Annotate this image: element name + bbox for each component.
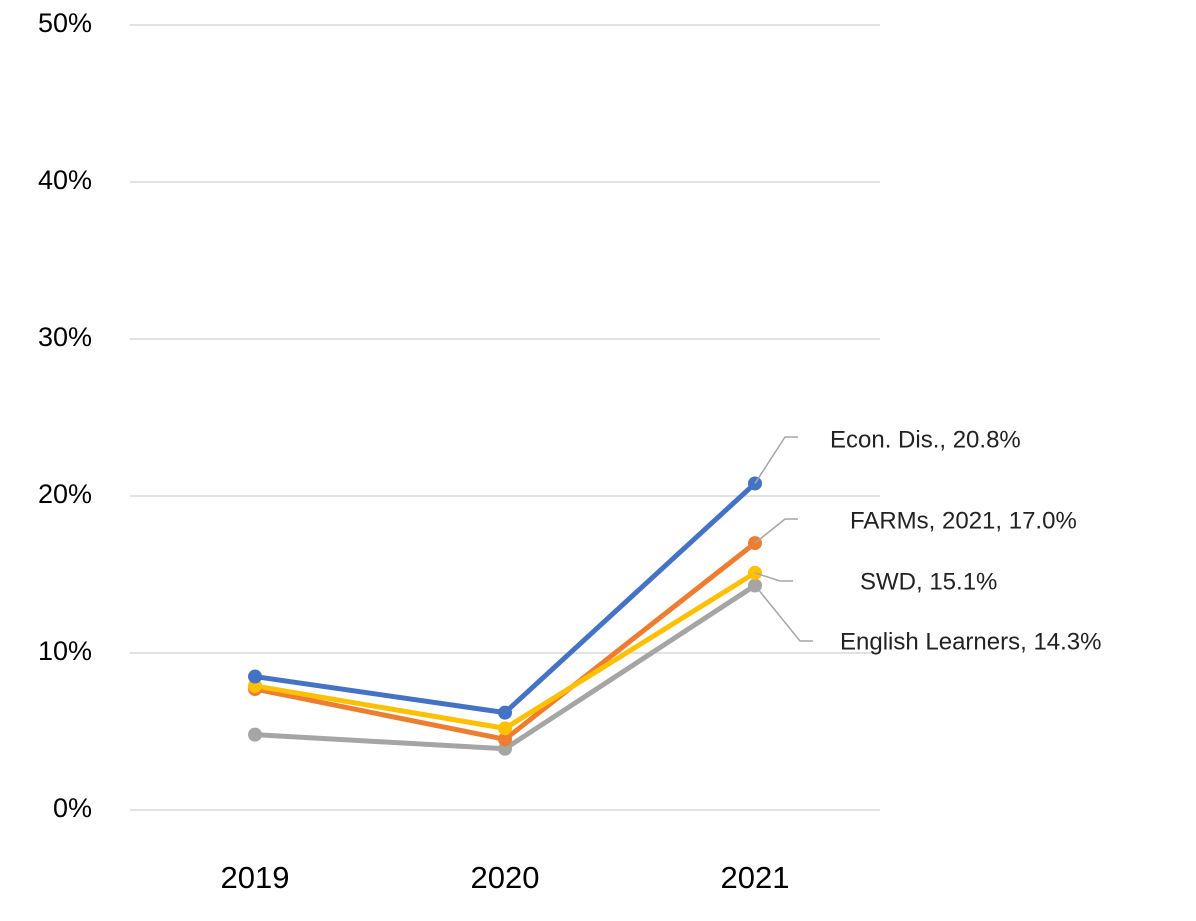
x-tick-label: 2020	[471, 860, 540, 895]
series-line	[254, 481, 757, 716]
y-tick-label: 0%	[53, 793, 92, 823]
data-point	[248, 669, 262, 684]
leader-line	[754, 572, 793, 582]
data-label: Econ. Dis., 20.8%	[830, 426, 1021, 453]
data-point	[498, 705, 512, 720]
y-tick-label: 20%	[38, 479, 92, 509]
data-point	[248, 727, 262, 742]
leader-line	[754, 518, 798, 544]
x-tick-label: 2019	[221, 860, 290, 895]
data-label: English Learners, 14.3%	[840, 628, 1102, 655]
leader-line	[754, 436, 798, 484]
data-point	[498, 721, 512, 736]
leader-line	[754, 585, 813, 642]
data-label: FARMs, 2021, 17.0%	[850, 507, 1077, 534]
data-label: SWD, 15.1%	[860, 568, 997, 595]
y-tick-label: 50%	[38, 8, 92, 38]
y-tick-label: 30%	[38, 322, 92, 352]
x-tick-label: 2021	[721, 860, 790, 895]
y-tick-label: 10%	[38, 636, 92, 666]
y-tick-label: 40%	[38, 165, 92, 195]
data-point	[498, 732, 512, 747]
